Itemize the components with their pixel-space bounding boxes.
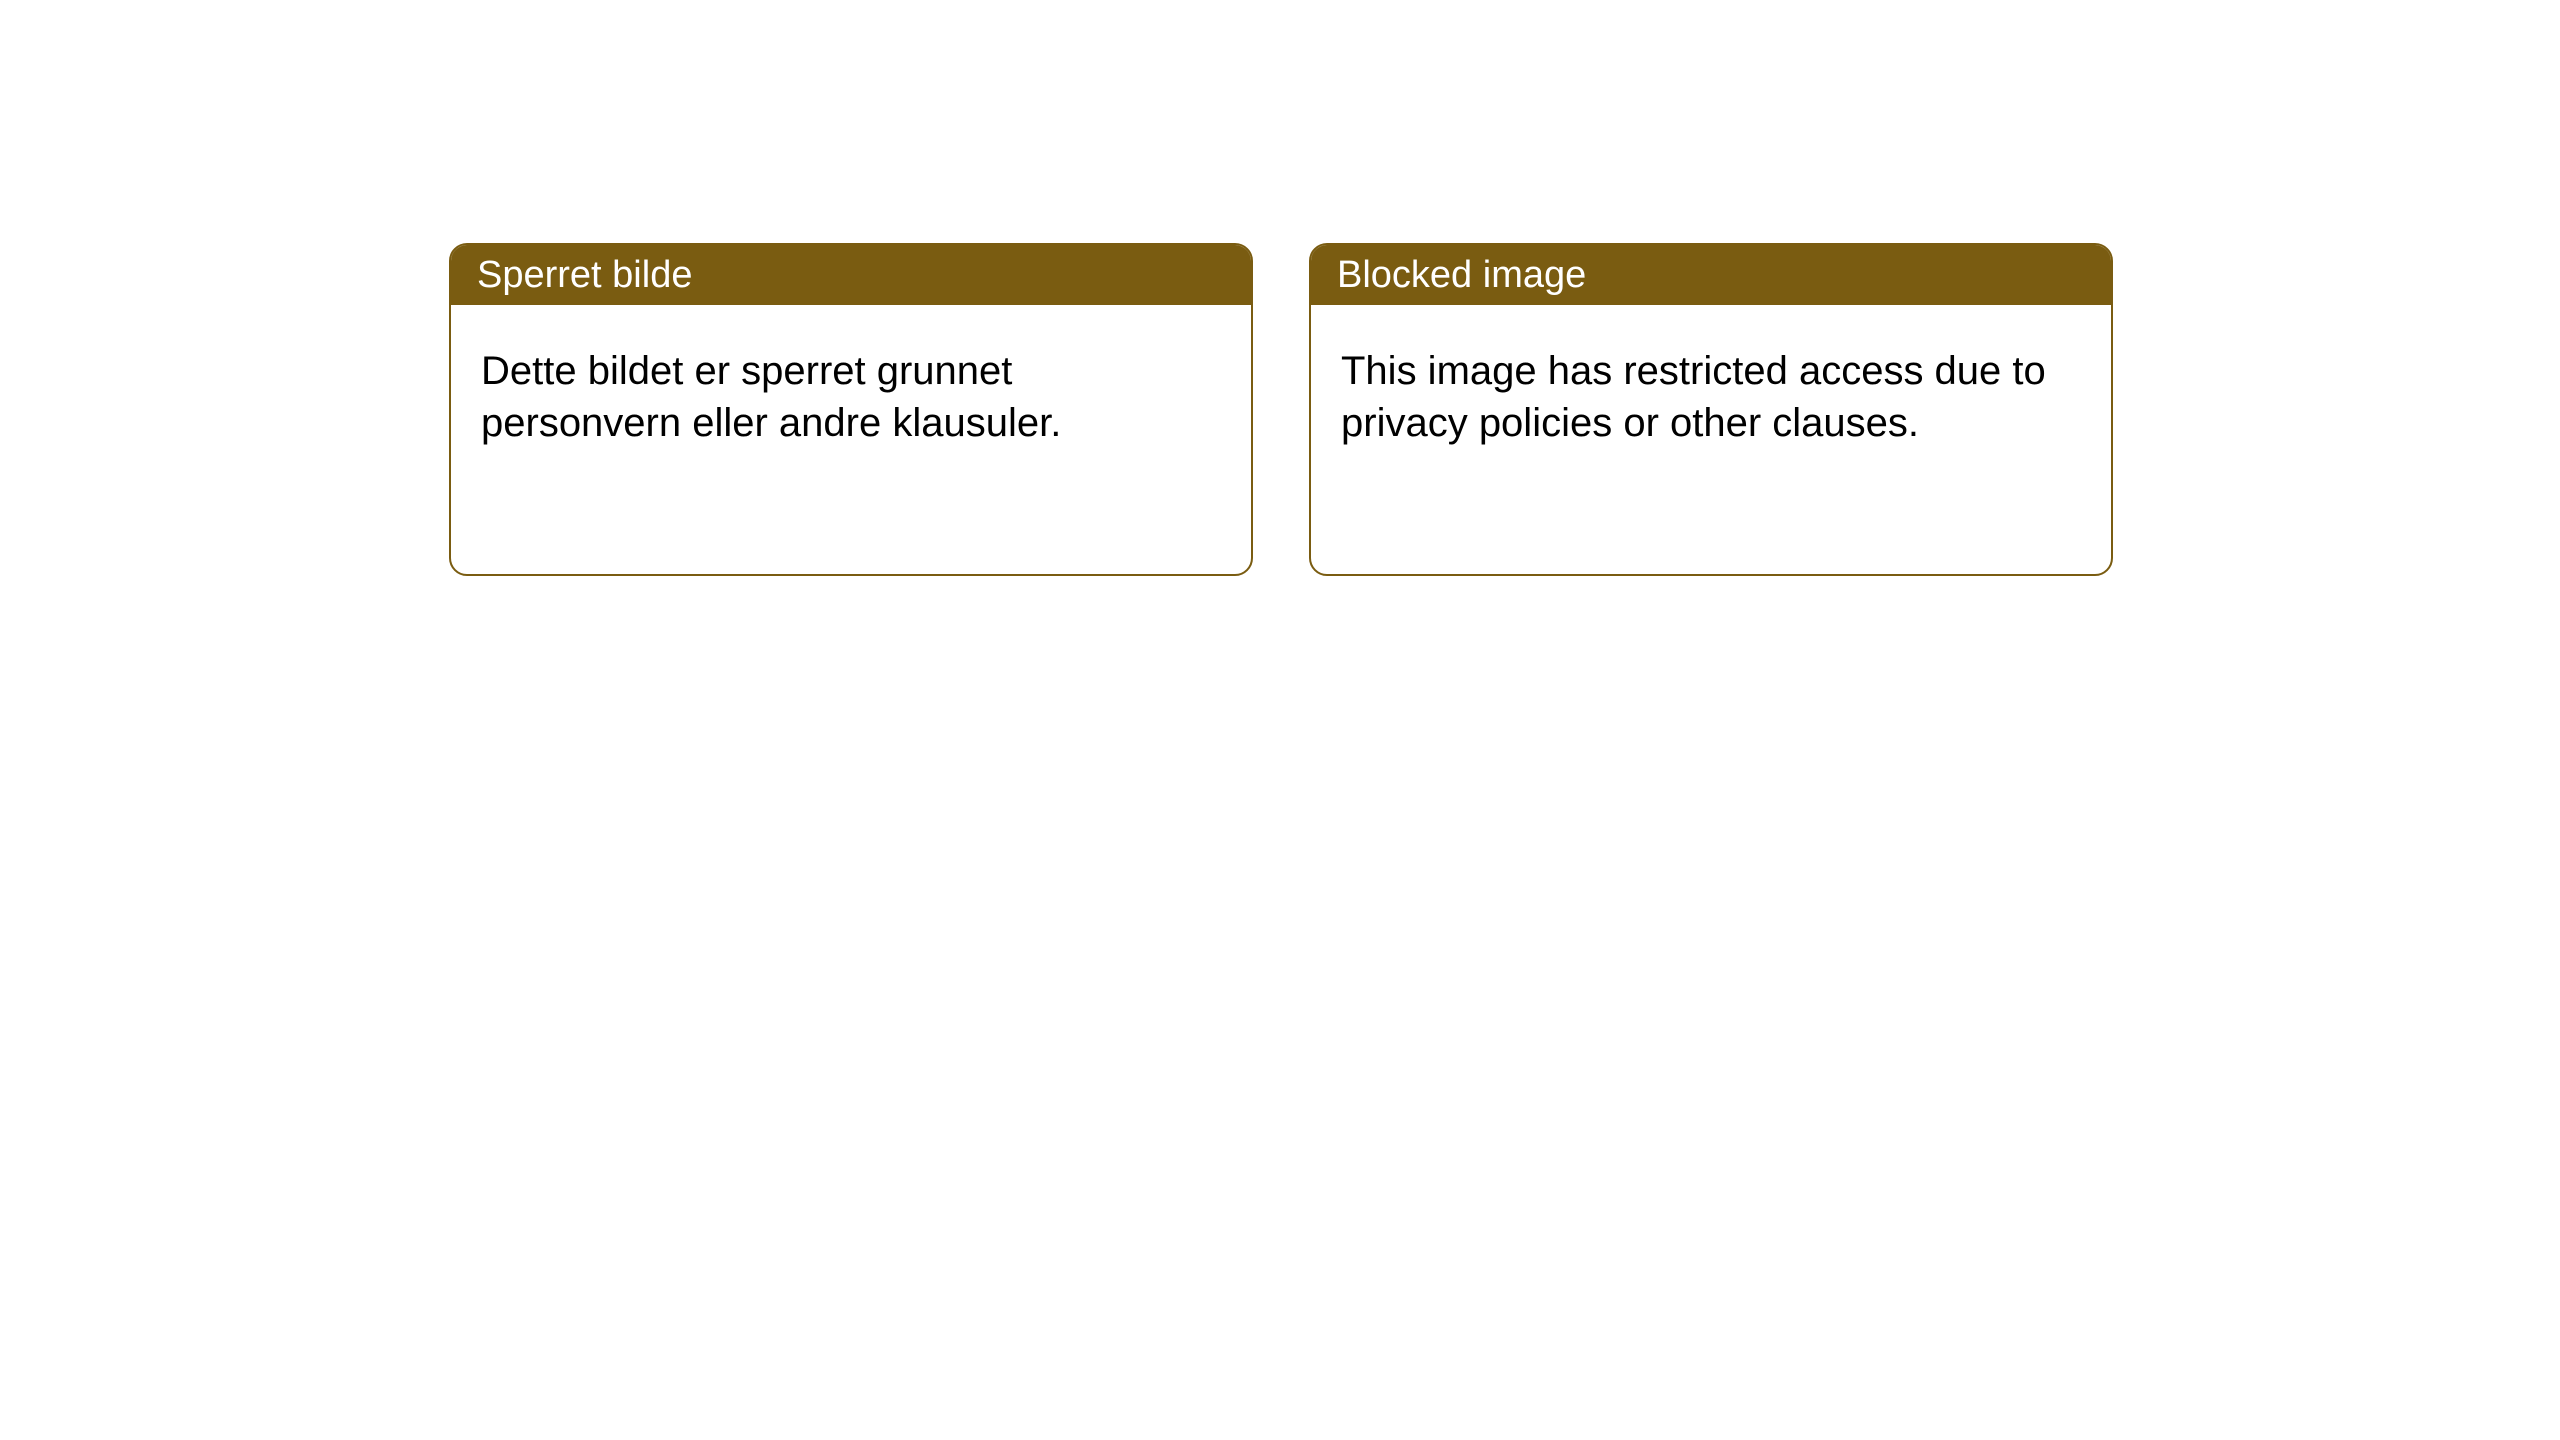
card-title: Blocked image: [1337, 254, 1586, 297]
card-body-text: Dette bildet er sperret grunnet personve…: [481, 349, 1061, 445]
notice-card-norwegian: Sperret bilde Dette bildet er sperret gr…: [449, 243, 1253, 576]
card-body-text: This image has restricted access due to …: [1341, 349, 2046, 445]
card-title: Sperret bilde: [477, 254, 692, 297]
notice-cards-container: Sperret bilde Dette bildet er sperret gr…: [0, 0, 2560, 576]
card-body: Dette bildet er sperret grunnet personve…: [451, 305, 1251, 489]
card-header: Sperret bilde: [451, 245, 1251, 305]
card-body: This image has restricted access due to …: [1311, 305, 2111, 489]
card-header: Blocked image: [1311, 245, 2111, 305]
notice-card-english: Blocked image This image has restricted …: [1309, 243, 2113, 576]
